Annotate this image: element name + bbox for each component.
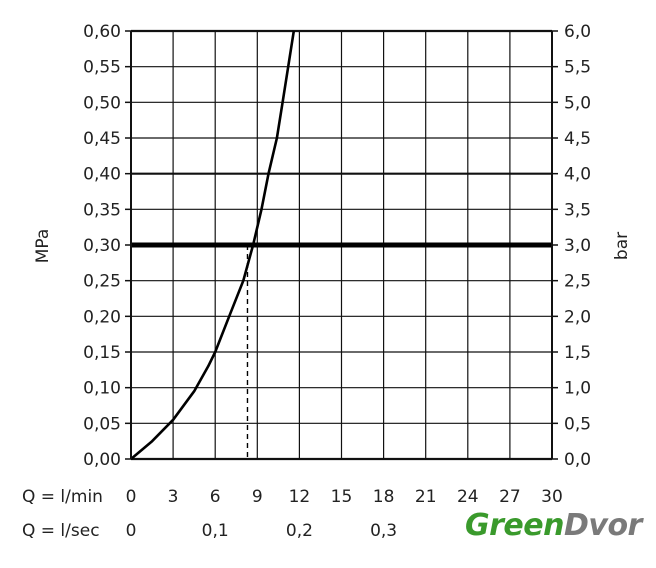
x2-tick-label: 0 (126, 521, 137, 541)
y-left-tick-label: 0,35 (83, 200, 121, 220)
x-tick-label: 21 (415, 487, 437, 507)
x-axis-ticks: 0 3 6 9 12 15 18 21 24 27 30 (126, 487, 563, 507)
y-right-tick-label: 0,5 (564, 414, 591, 434)
y-axis-left-ticks: 0,00 0,05 0,10 0,15 0,20 0,25 0,30 0,35 0,40 0,45… (83, 22, 131, 470)
x-tick-label: 24 (457, 487, 479, 507)
y-right-tick-label: 6,0 (564, 22, 591, 42)
x-tick-label: 12 (289, 487, 311, 507)
y-right-tick-label: 5,0 (564, 93, 591, 113)
logo-text-green: Green (465, 508, 564, 543)
x-axis-title: Q = l/min (22, 487, 103, 507)
y-axis-right-ticks: 0,0 0,5 1,0 1,5 2,0 2,5 3,0 3,5 4,0 4,5 5,0 5,5 6,0 (552, 22, 591, 470)
y-left-tick-label: 0,50 (83, 93, 121, 113)
x-tick-label: 3 (168, 487, 179, 507)
y-left-tick-label: 0,25 (83, 272, 121, 292)
y-right-tick-label: 1,5 (564, 343, 591, 363)
y-right-tick-label: 0,0 (564, 450, 591, 470)
reference-lines (131, 242, 552, 459)
greendvor-logo: GreenDvor (465, 508, 642, 543)
y-left-tick-label: 0,10 (83, 379, 121, 399)
y-right-tick-label: 4,5 (564, 129, 591, 149)
x-tick-label: 9 (252, 487, 263, 507)
series-line (130, 30, 296, 460)
logo-text-grey: Dvor (563, 508, 642, 543)
y-left-tick-label: 0,60 (83, 22, 121, 42)
x2-axis-title: Q = l/sec (22, 521, 100, 541)
y-right-tick-label: 3,5 (564, 200, 591, 220)
y-left-tick-label: 0,05 (83, 414, 121, 434)
y-right-tick-label: 1,0 (564, 379, 591, 399)
y-left-tick-label: 0,40 (83, 165, 121, 185)
x2-tick-label: 0,2 (286, 521, 313, 541)
x-tick-label: 27 (499, 487, 521, 507)
y-left-tick-label: 0,15 (83, 343, 121, 363)
y-left-tick-label: 0,30 (83, 236, 121, 256)
y-right-tick-label: 2,5 (564, 272, 591, 292)
x-tick-label: 18 (373, 487, 395, 507)
y-left-tick-label: 0,45 (83, 129, 121, 149)
y-right-tick-label: 4,0 (564, 165, 591, 185)
x-tick-label: 6 (210, 487, 221, 507)
x2-axis-ticks: 0 0,1 0,2 0,3 (126, 521, 398, 541)
y-left-tick-label: 0,55 (83, 58, 121, 78)
x2-tick-label: 0,1 (202, 521, 229, 541)
y-left-tick-label: 0,00 (83, 450, 121, 470)
x2-tick-label: 0,3 (370, 521, 397, 541)
x-tick-label: 15 (331, 487, 353, 507)
x-tick-label: 30 (541, 487, 563, 507)
y-right-tick-label: 5,5 (564, 58, 591, 78)
data-series (130, 30, 296, 460)
y-right-tick-label: 2,0 (564, 307, 591, 327)
y-axis-right-title: bar (612, 232, 632, 260)
y-axis-left-title: MPa (33, 229, 53, 264)
y-right-tick-label: 3,0 (564, 236, 591, 256)
x-tick-label: 0 (126, 487, 137, 507)
y-left-tick-label: 0,20 (83, 307, 121, 327)
